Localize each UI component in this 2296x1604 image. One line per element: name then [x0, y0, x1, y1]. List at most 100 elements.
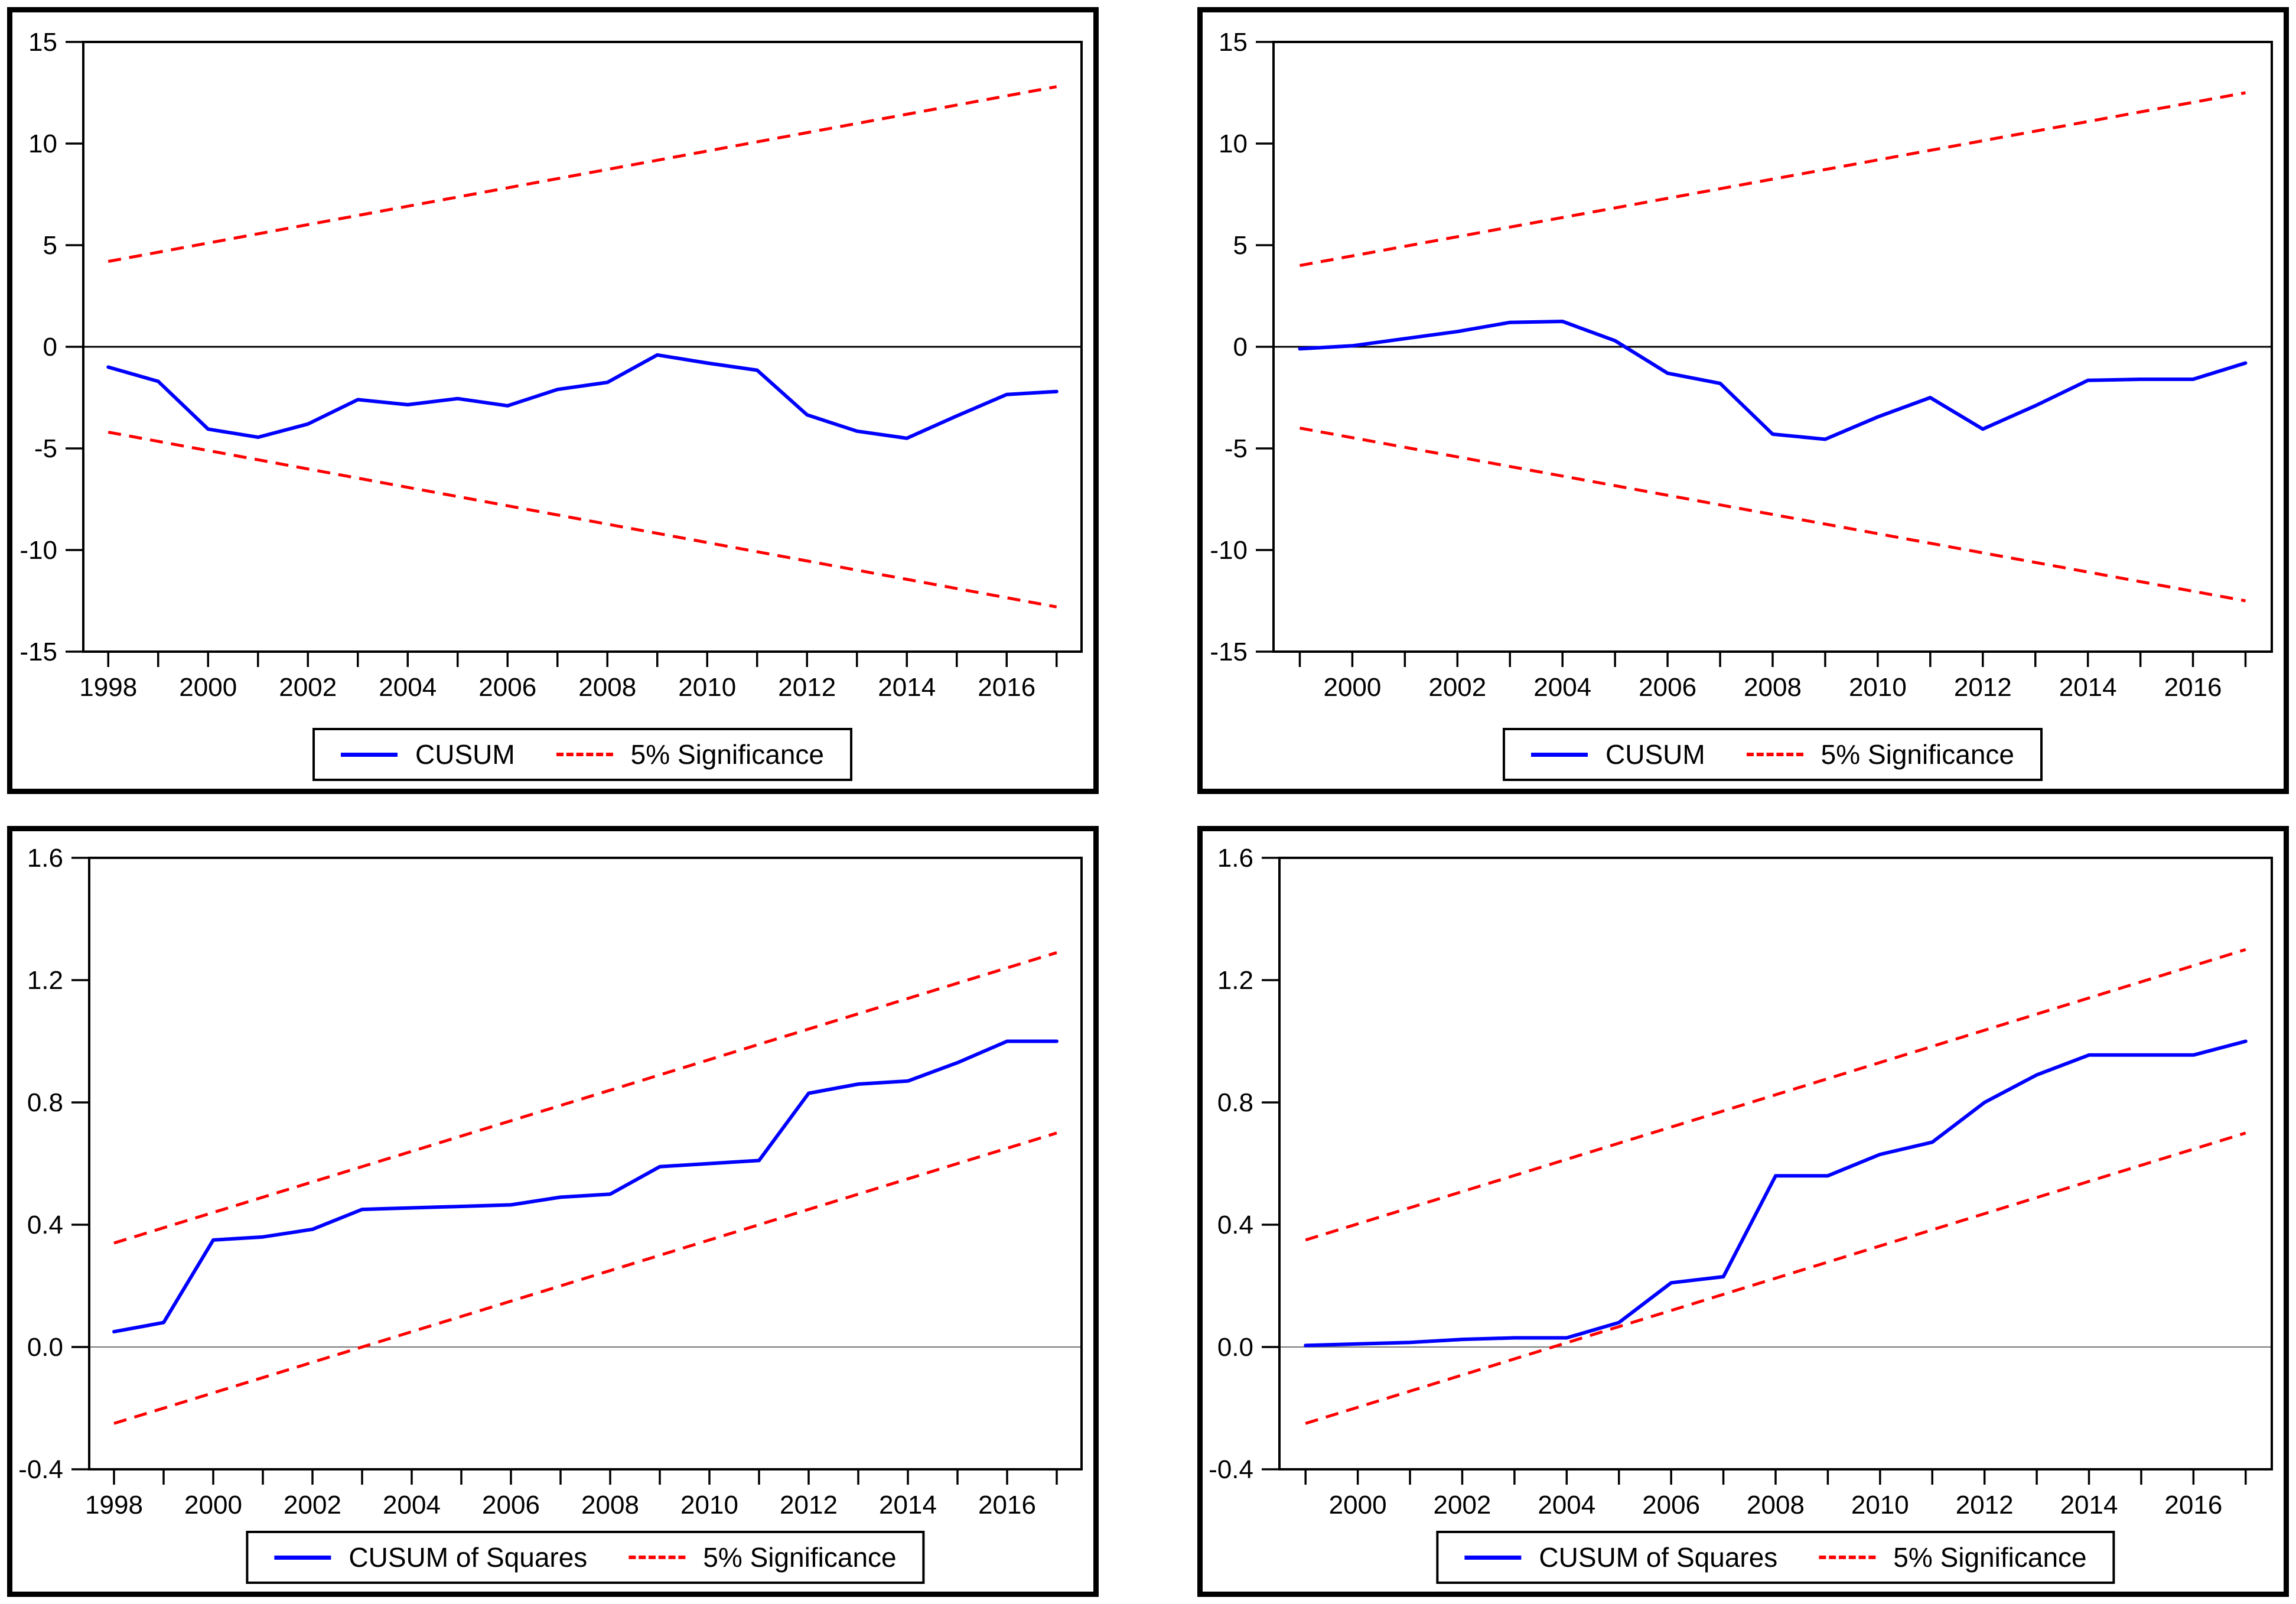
legend-entry-series: CUSUM	[1531, 738, 1705, 770]
legend-series-label: CUSUM	[1605, 739, 1705, 770]
svg-text:2000: 2000	[179, 673, 237, 702]
svg-text:2004: 2004	[383, 1491, 441, 1520]
svg-text:2002: 2002	[1434, 1491, 1491, 1520]
svg-text:-15: -15	[1210, 637, 1248, 666]
legend-entry-series: CUSUM of Squares	[274, 1541, 587, 1573]
svg-text:2006: 2006	[1639, 673, 1696, 702]
legend-significance-label: 5% Significance	[703, 1542, 897, 1573]
svg-text:2012: 2012	[778, 673, 836, 702]
svg-text:2008: 2008	[1744, 673, 1802, 702]
svg-text:2014: 2014	[878, 673, 936, 702]
svg-text:0.0: 0.0	[1217, 1333, 1253, 1362]
svg-text:2004: 2004	[1538, 1491, 1595, 1520]
svg-text:2004: 2004	[379, 673, 437, 702]
svg-text:2000: 2000	[184, 1491, 242, 1520]
legend-series-label: CUSUM of Squares	[349, 1542, 588, 1573]
svg-text:2014: 2014	[2060, 1491, 2118, 1520]
legend-entry-significance: 5% Significance	[556, 738, 824, 770]
significance-line-swatch	[556, 753, 613, 756]
svg-text:2008: 2008	[581, 1491, 639, 1520]
svg-text:2006: 2006	[482, 1491, 540, 1520]
svg-text:0.4: 0.4	[1217, 1211, 1253, 1239]
series-line-swatch	[1531, 752, 1588, 757]
legend-entry-significance: 5% Significance	[1746, 738, 2014, 770]
legend-significance-label: 5% Significance	[1820, 739, 2014, 770]
legend-entry-significance: 5% Significance	[628, 1541, 897, 1573]
svg-text:-5: -5	[34, 434, 57, 463]
svg-text:1.6: 1.6	[27, 844, 63, 873]
svg-text:2002: 2002	[279, 673, 337, 702]
svg-text:1.2: 1.2	[1217, 966, 1253, 995]
svg-text:2014: 2014	[879, 1491, 937, 1520]
svg-text:2012: 2012	[780, 1491, 838, 1520]
svg-text:10: 10	[1219, 129, 1248, 158]
svg-text:2008: 2008	[1747, 1491, 1805, 1520]
svg-text:-10: -10	[1210, 536, 1248, 565]
svg-text:2016: 2016	[2164, 673, 2222, 702]
legend-entry-series: CUSUM of Squares	[1464, 1541, 1777, 1573]
svg-text:2000: 2000	[1323, 673, 1381, 702]
cusum-squares-panel-bottom-right: 1.6 1.2 0.8 0.4 0.0 -0.4 2000 2002 2004 2006 2008 2…	[1197, 826, 2289, 1597]
legend-series-label: CUSUM	[415, 739, 515, 770]
cusum-squares-chart-bottom-right: 1.6 1.2 0.8 0.4 0.0 -0.4 2000 2002 2004 2006 2008 2…	[1209, 844, 2273, 1520]
svg-text:2010: 2010	[1851, 1491, 1909, 1520]
series-line-swatch	[274, 1555, 331, 1560]
legend: CUSUM of Squares 5% Significance	[246, 1531, 925, 1584]
svg-text:2010: 2010	[680, 1491, 738, 1520]
svg-text:2012: 2012	[1956, 1491, 2014, 1520]
legend-entry-series: CUSUM	[341, 738, 515, 770]
svg-text:1.6: 1.6	[1217, 844, 1253, 873]
significance-line-swatch	[628, 1556, 686, 1559]
legend: CUSUM 5% Significance	[312, 728, 852, 781]
legend-significance-label: 5% Significance	[630, 739, 824, 770]
svg-text:0.0: 0.0	[27, 1333, 63, 1362]
cusum-chart-top-left: 15 10 5 0 -5 -10 -15 1998 2000 2002 2004 2006 2008 20…	[19, 28, 1083, 702]
cusum-chart-top-right: 15 10 5 0 -5 -10 -15 2000 2002 2004 2006 2008 2010 20…	[1210, 28, 2273, 702]
svg-text:-10: -10	[19, 536, 57, 565]
svg-text:0.8: 0.8	[27, 1088, 63, 1117]
svg-text:2010: 2010	[678, 673, 736, 702]
svg-text:15: 15	[28, 28, 57, 57]
svg-text:5: 5	[43, 231, 57, 260]
svg-text:0.4: 0.4	[27, 1211, 63, 1239]
svg-text:2016: 2016	[2164, 1491, 2222, 1520]
svg-text:2006: 2006	[478, 673, 536, 702]
svg-text:2008: 2008	[578, 673, 636, 702]
svg-text:-0.4: -0.4	[18, 1455, 63, 1484]
legend-series-label: CUSUM of Squares	[1539, 1542, 1778, 1573]
svg-text:-0.4: -0.4	[1209, 1455, 1253, 1484]
legend: CUSUM 5% Significance	[1503, 728, 2043, 781]
svg-text:15: 15	[1219, 28, 1248, 57]
svg-text:5: 5	[1233, 231, 1248, 260]
svg-text:0: 0	[1233, 333, 1248, 362]
svg-text:2016: 2016	[978, 673, 1035, 702]
cusum-squares-chart-bottom-left: 1.6 1.2 0.8 0.4 0.0 -0.4 1998 2000 2002 2004 2006 2…	[18, 844, 1083, 1520]
legend-significance-label: 5% Significance	[1893, 1542, 2087, 1573]
svg-text:1998: 1998	[79, 673, 137, 702]
svg-text:2016: 2016	[978, 1491, 1036, 1520]
svg-text:2014: 2014	[2059, 673, 2117, 702]
svg-text:2004: 2004	[1533, 673, 1591, 702]
svg-text:2010: 2010	[1849, 673, 1907, 702]
svg-text:2002: 2002	[1428, 673, 1486, 702]
svg-text:2002: 2002	[284, 1491, 341, 1520]
significance-line-swatch	[1746, 753, 1803, 756]
series-line-swatch	[1464, 1555, 1522, 1560]
cusum-squares-panel-bottom-left: 1.6 1.2 0.8 0.4 0.0 -0.4 1998 2000 2002 2004 2006 2…	[7, 826, 1099, 1597]
svg-text:2012: 2012	[1954, 673, 2012, 702]
svg-text:2006: 2006	[1642, 1491, 1700, 1520]
svg-text:0.8: 0.8	[1217, 1088, 1253, 1117]
significance-line-swatch	[1819, 1556, 1876, 1559]
svg-text:-15: -15	[19, 637, 57, 666]
svg-text:0: 0	[43, 333, 57, 362]
cusum-panel-top-left: 15 10 5 0 -5 -10 -15 1998 2000 2002 2004 2006 2008 20…	[7, 7, 1099, 794]
svg-text:2000: 2000	[1329, 1491, 1387, 1520]
legend-entry-significance: 5% Significance	[1819, 1541, 2087, 1573]
svg-text:1998: 1998	[85, 1491, 143, 1520]
legend: CUSUM of Squares 5% Significance	[1436, 1531, 2115, 1584]
svg-text:1.2: 1.2	[27, 966, 63, 995]
cusum-panel-top-right: 15 10 5 0 -5 -10 -15 2000 2002 2004 2006 2008 2010 20…	[1197, 7, 2289, 794]
svg-text:10: 10	[28, 129, 57, 158]
series-line-swatch	[341, 752, 398, 757]
